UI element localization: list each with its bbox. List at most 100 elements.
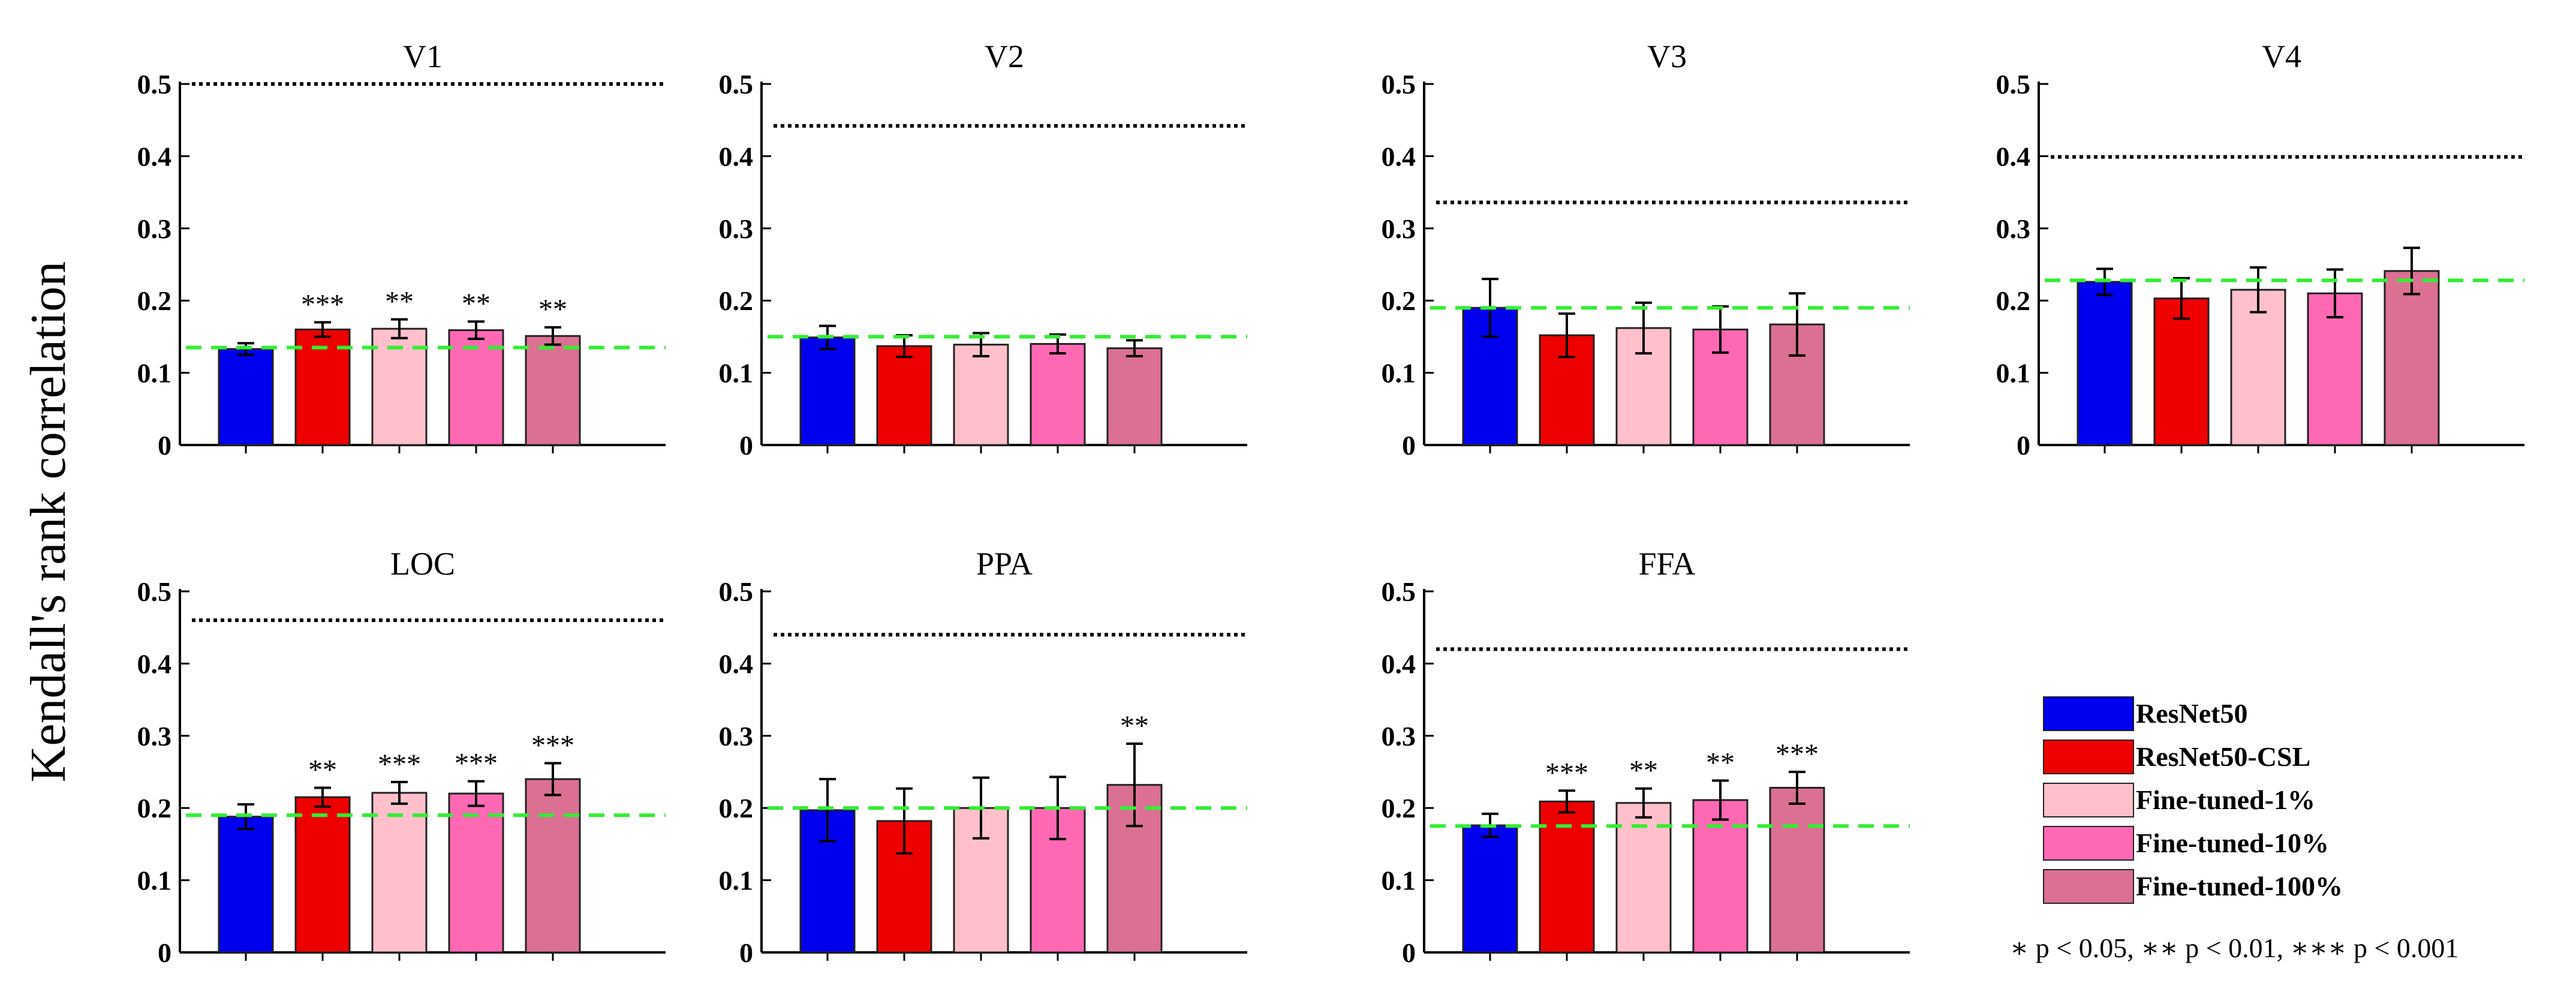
- significance-label: ***: [378, 748, 421, 780]
- y-tick-label: 0: [1402, 430, 1416, 461]
- bar-v1-4: [448, 329, 504, 446]
- legend-label: Fine-tuned-1%: [2136, 784, 2315, 815]
- y-tick-label: 0: [739, 430, 753, 461]
- significance-footnote: ∗ p < 0.05, ∗∗ p < 0.01, ∗∗∗ p < 0.001: [2010, 933, 2458, 963]
- significance-label: **: [462, 288, 490, 320]
- error-bar: [896, 787, 913, 855]
- error-bar: [1635, 301, 1652, 355]
- error-bar: [314, 321, 331, 338]
- y-tick-label: 0.4: [1996, 141, 2031, 172]
- y-tick-label: 0.4: [137, 648, 172, 679]
- y-tick-label: 0.5: [1382, 69, 1416, 100]
- bar-v1-1: [218, 348, 274, 446]
- panel-title: V3: [1647, 38, 1687, 74]
- y-tick-label: 0.3: [719, 214, 754, 244]
- y-tick-label: 0.5: [1382, 576, 1416, 607]
- panel-title: LOC: [390, 546, 455, 582]
- y-tick-label: 0.2: [1382, 285, 1416, 316]
- y-tick-label: 0.2: [1382, 793, 1416, 823]
- error-bar: [1635, 787, 1652, 819]
- y-tick-label: 0.3: [137, 214, 172, 244]
- y-tick-label: 0.1: [1382, 865, 1416, 896]
- bar-ffa-5: [1769, 786, 1825, 954]
- panel-title: V2: [985, 38, 1024, 74]
- bar-v1-5: [525, 335, 581, 446]
- error-bar: [1126, 339, 1143, 357]
- legend: ResNet50 ResNet50-CSL Fine-tuned-1% Fine-tu…: [2043, 696, 2343, 904]
- y-tick-label: 0.2: [719, 285, 754, 316]
- panel-v4: V4 0 0.1 0.2 0.3 0.4 0.5: [1996, 38, 2524, 461]
- y-tick-label: 0.1: [719, 358, 754, 389]
- y-tick-label: 0: [739, 937, 753, 968]
- error-bar: [1789, 771, 1805, 805]
- error-bar: [391, 780, 408, 805]
- y-tick-label: 0.3: [1382, 721, 1416, 751]
- bar-v4-5: [2384, 270, 2440, 446]
- significance-label: **: [385, 286, 414, 318]
- legend-entry-5: Fine-tuned-100%: [2043, 869, 2343, 904]
- panel-ppa: PPA 0 0.1 0.2 0.3 0.4 0.5 **: [719, 546, 1247, 968]
- legend-swatch: [2043, 869, 2134, 904]
- bar-loc-2: [294, 796, 351, 954]
- significance-label: **: [1706, 747, 1735, 778]
- bar-v4-3: [2230, 288, 2286, 446]
- panel-v3: V3 0 0.1 0.2 0.3 0.4 0.5: [1382, 38, 1910, 461]
- error-bar: [1126, 743, 1143, 828]
- legend-label: ResNet50-CSL: [2136, 741, 2310, 772]
- legend-entry-3: Fine-tuned-1%: [2043, 783, 2315, 817]
- significance-label: ***: [1775, 738, 1819, 770]
- legend-swatch: [2043, 826, 2134, 861]
- legend-label: Fine-tuned-100%: [2136, 871, 2343, 901]
- bar-v2-5: [1106, 347, 1163, 446]
- legend-swatch: [2043, 696, 2134, 731]
- y-tick-label: 0.3: [137, 721, 172, 751]
- y-tick-label: 0.4: [719, 141, 754, 172]
- bar-v4-2: [2153, 297, 2210, 446]
- bar-v4-1: [2077, 281, 2133, 446]
- bar-v2-2: [876, 345, 932, 446]
- bar-ffa-1: [1462, 824, 1518, 954]
- error-bar: [2403, 247, 2420, 296]
- bar-loc-3: [371, 792, 428, 954]
- y-tick-label: 0.5: [719, 69, 754, 100]
- y-tick-label: 0.4: [1382, 648, 1416, 679]
- y-tick-label: 0.4: [137, 141, 172, 172]
- y-tick-label: 0: [158, 430, 171, 461]
- error-bar: [468, 320, 484, 341]
- bar-v2-4: [1030, 342, 1086, 446]
- y-tick-label: 0.2: [1996, 285, 2031, 316]
- error-bar: [2250, 266, 2267, 314]
- error-bar: [1789, 292, 1805, 357]
- y-tick-label: 0.2: [137, 285, 172, 316]
- error-bar: [2327, 268, 2343, 318]
- bar-v4-4: [2307, 292, 2363, 446]
- bar-loc-1: [218, 816, 274, 954]
- y-tick-label: 0.5: [719, 576, 754, 607]
- error-bar: [819, 778, 836, 843]
- legend-label: Fine-tuned-10%: [2136, 828, 2329, 858]
- y-axis-label: Kendall's rank correlation: [20, 261, 76, 783]
- error-bar: [1558, 789, 1575, 814]
- bar-v2-3: [953, 344, 1009, 446]
- y-tick-label: 0.1: [137, 358, 172, 389]
- bar-ffa-4: [1692, 799, 1749, 954]
- y-tick-label: 0.4: [719, 648, 754, 679]
- significance-label: ***: [301, 288, 344, 320]
- y-tick-label: 0.2: [137, 793, 172, 823]
- panel-title: V4: [2262, 38, 2301, 74]
- legend-entry-1: ResNet50: [2043, 696, 2248, 731]
- y-tick-label: 0.3: [719, 721, 754, 751]
- y-tick-label: 0.3: [1996, 214, 2031, 244]
- y-tick-label: 0.4: [1382, 141, 1416, 172]
- error-bar: [468, 780, 484, 807]
- significance-label: ***: [455, 748, 498, 780]
- significance-label: **: [1120, 710, 1149, 742]
- bar-v2-1: [799, 336, 856, 446]
- y-tick-label: 0: [2017, 430, 2030, 461]
- y-tick-label: 0.1: [137, 865, 172, 896]
